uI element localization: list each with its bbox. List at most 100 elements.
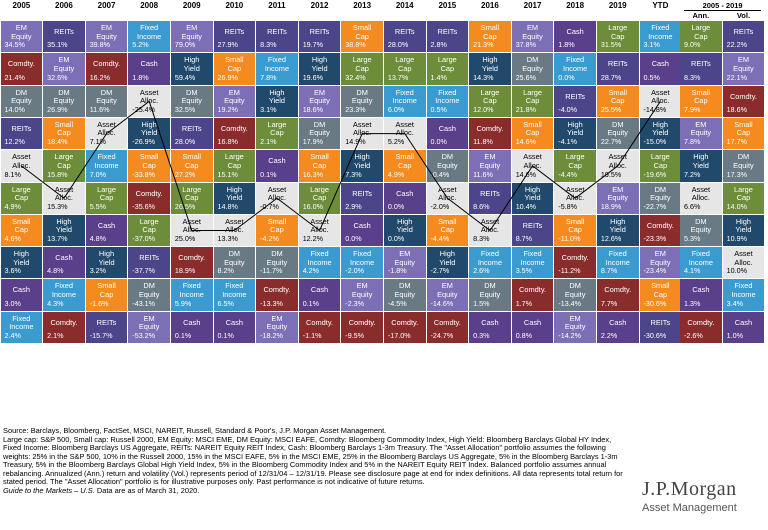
logo-subtitle: Asset Management bbox=[642, 502, 737, 514]
cell-asset-label: Asset Alloc. bbox=[395, 119, 414, 138]
cell-return-value: -13.4% bbox=[558, 298, 582, 308]
cell-2012-fixed-income: Fixed Income 4.2% bbox=[298, 247, 341, 279]
cell-return-value: 4.9% bbox=[387, 169, 405, 179]
cell-2009-comdty: Comdty. 18.9% bbox=[170, 247, 213, 279]
year-header-2013: 2013 bbox=[353, 1, 372, 10]
cell-asset-label: Comdty. bbox=[519, 285, 547, 295]
cell-2012-large-cap: Large Cap 16.0% bbox=[298, 182, 341, 214]
cell-return-value: 11.8% bbox=[473, 137, 493, 147]
cell-asset-label: Fixed Income bbox=[307, 249, 332, 267]
cell-asset-label: Small Cap bbox=[608, 87, 627, 106]
cell-return-value: 4.8% bbox=[47, 266, 64, 276]
cell-asset-label: Comdty. bbox=[646, 220, 674, 230]
cell-2018-reits: REITs -4.0% bbox=[554, 85, 596, 117]
volatility-cell-cash: Cash 1.0% bbox=[722, 311, 765, 344]
cell-ytd-dm-equity: DM Equity -22.7% bbox=[639, 182, 682, 214]
volatility-cell-asset-alloc: Asset Alloc. 10.0% bbox=[722, 247, 765, 279]
cell-asset-label: Cash bbox=[609, 317, 627, 327]
footnote-source: Source: Barclays, Bloomberg, FactSet, MS… bbox=[3, 426, 387, 435]
cell-2007-fixed-income: Fixed Income 7.0% bbox=[85, 150, 128, 182]
cell-asset-label: High Yield bbox=[481, 55, 499, 73]
cell-2014-comdty: Comdty. -17.0% bbox=[383, 311, 426, 344]
cell-2007-asset-alloc: Asset Alloc. 7.1% bbox=[85, 117, 128, 150]
cell-asset-label: Cash bbox=[97, 220, 116, 230]
cell-return-value: 0.1% bbox=[217, 331, 234, 341]
cell-return-value: 0.0% bbox=[558, 72, 575, 82]
cell-ytd-em-equity: EM Equity -23.4% bbox=[639, 247, 682, 279]
cell-2010-cash: Cash 0.1% bbox=[213, 311, 256, 344]
cell-return-value: 16.8% bbox=[217, 137, 238, 147]
cell-2005-small-cap: Small Cap 4.6% bbox=[0, 214, 43, 247]
volatility-cell-small-cap: Small Cap 17.7% bbox=[722, 117, 765, 150]
cell-return-value: 12.2% bbox=[302, 234, 324, 244]
cell-return-value: 7.2% bbox=[684, 169, 701, 179]
cell-2005-asset-alloc: Asset Alloc. 8.1% bbox=[0, 150, 43, 182]
cell-asset-label: Cash bbox=[481, 317, 499, 327]
cell-return-value: 1.3% bbox=[684, 298, 701, 308]
cell-2006-dm-equity: DM Equity 26.9% bbox=[43, 85, 85, 117]
cell-2008-high-yield: High Yield -26.9% bbox=[128, 117, 170, 150]
cell-return-value: -18.2% bbox=[260, 331, 283, 341]
cell-return-value: 3.0% bbox=[4, 298, 21, 308]
cell-return-value: 12.0% bbox=[473, 104, 494, 114]
cell-2017-small-cap: Small Cap 14.6% bbox=[511, 117, 554, 150]
cell-2006-asset-alloc: Asset Alloc. 15.3% bbox=[43, 182, 85, 214]
cell-return-value: 18.9% bbox=[600, 201, 622, 211]
cell-return-value: 12.2% bbox=[4, 137, 25, 147]
cell-asset-label: EM Equity bbox=[690, 119, 712, 138]
cell-asset-label: Cash bbox=[353, 220, 371, 230]
cell-return-value: -53.2% bbox=[132, 331, 156, 341]
cell-2016-comdty: Comdty. 11.8% bbox=[469, 117, 511, 150]
cell-asset-label: Comdty. bbox=[93, 59, 121, 69]
cell-asset-label: Large Cap bbox=[480, 87, 500, 106]
cell-asset-label: Small Cap bbox=[565, 216, 585, 235]
cell-2011-comdty: Comdty. -13.3% bbox=[256, 279, 298, 311]
cell-2009-em-equity: EM Equity 79.0% bbox=[170, 21, 213, 53]
cell-2019-reits: REITs 28.7% bbox=[596, 53, 639, 85]
cell-asset-label: DM Equity bbox=[733, 152, 754, 170]
cell-return-value: 7.0% bbox=[89, 169, 107, 179]
cell-return-value: 7.7% bbox=[600, 298, 618, 308]
cell-return-value: 18.9% bbox=[174, 266, 196, 276]
cell-asset-label: Large Cap bbox=[352, 55, 372, 73]
cell-2005-em-equity: EM Equity 34.5% bbox=[0, 21, 43, 53]
cell-return-value: 3.5% bbox=[515, 266, 533, 276]
cell-return-value: 4.8% bbox=[89, 234, 107, 244]
cell-return-value: 1.0% bbox=[726, 331, 743, 341]
cell-return-value: 8.7% bbox=[600, 266, 618, 276]
cell-2014-high-yield: High Yield 0.0% bbox=[383, 214, 426, 247]
cell-asset-label: EM Equity bbox=[733, 55, 754, 73]
cell-return-value: 17.3% bbox=[726, 169, 747, 179]
cell-asset-label: REITs bbox=[394, 27, 415, 36]
cell-return-value: 35.1% bbox=[47, 40, 68, 50]
cell-asset-label: Cash bbox=[566, 27, 584, 36]
cell-asset-label: Asset Alloc. bbox=[352, 119, 372, 138]
cell-asset-label: High Yield bbox=[692, 152, 709, 170]
cell-asset-label: REITs bbox=[690, 59, 711, 69]
cell-return-value: 8.3% bbox=[260, 40, 277, 50]
cell-asset-label: REITs bbox=[733, 27, 754, 36]
cell-asset-label: Asset Alloc. bbox=[480, 216, 500, 235]
cell-2009-asset-alloc: Asset Alloc. 25.0% bbox=[170, 214, 213, 247]
cell-return-value: -2.0% bbox=[430, 201, 450, 211]
cell-asset-label: High Yield bbox=[354, 152, 371, 170]
cell-return-value: 8.1% bbox=[4, 169, 21, 179]
cell-2008-reits: REITs -37.7% bbox=[128, 247, 170, 279]
cell-asset-label: Fixed Income bbox=[731, 281, 756, 299]
cell-return-value: -24.7% bbox=[430, 331, 454, 341]
volatility-cell-large-cap: Large Cap 14.0% bbox=[722, 182, 765, 214]
cell-return-value: 11.6% bbox=[89, 104, 110, 114]
cell-2014-em-equity: EM Equity -1.8% bbox=[383, 247, 426, 279]
cell-2018-high-yield: High Yield -4.1% bbox=[554, 117, 596, 150]
cell-return-value: -0.4% bbox=[430, 169, 450, 179]
cell-2014-cash: Cash 0.0% bbox=[383, 182, 426, 214]
cell-2008-comdty: Comdty. -35.6% bbox=[128, 182, 170, 214]
cell-2019-em-equity: EM Equity 18.9% bbox=[596, 182, 639, 214]
cell-asset-label: Small Cap bbox=[651, 281, 670, 299]
cell-return-value: 14.6% bbox=[515, 137, 537, 147]
cell-return-value: 3.1% bbox=[260, 104, 277, 114]
cell-asset-label: Comdty. bbox=[135, 188, 163, 198]
cell-asset-label: Small Cap bbox=[734, 119, 753, 138]
cell-return-value: -17.0% bbox=[387, 331, 411, 341]
cell-asset-label: EM Equity bbox=[607, 184, 628, 203]
